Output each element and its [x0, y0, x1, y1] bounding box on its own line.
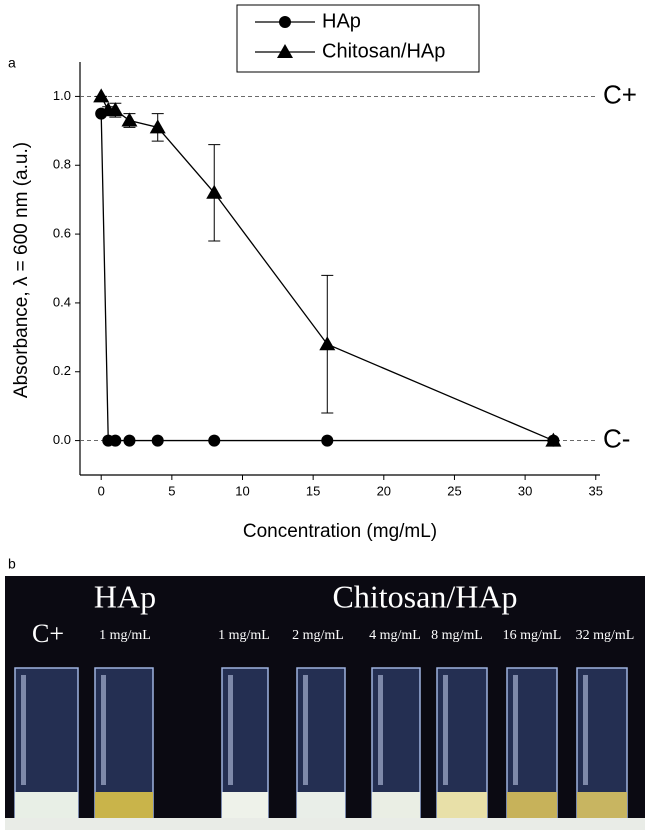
tube-label: 1 mg/mL [99, 628, 151, 643]
tube-label: 32 mg/mL [576, 628, 635, 643]
marker [149, 119, 166, 134]
marker [151, 434, 164, 447]
tube-highlight [21, 675, 26, 785]
legend-marker [279, 16, 291, 28]
marker [107, 102, 124, 117]
y-axis-title: Absorbance, λ = 600 nm (a.u.) [11, 142, 32, 398]
reference-label: C+ [603, 79, 637, 109]
marker [109, 434, 122, 447]
tube-liquid [577, 792, 627, 820]
x-axis-title: Concentration (mg/mL) [243, 521, 437, 542]
reference-label: C- [603, 423, 630, 453]
x-tick-label: 25 [447, 483, 461, 498]
tube-highlight [378, 675, 383, 785]
tube-liquid [297, 792, 345, 820]
y-tick-label: 0.2 [53, 363, 71, 378]
y-tick-label: 0.0 [53, 432, 71, 447]
x-tick-label: 35 [589, 483, 603, 498]
y-tick-label: 0.8 [53, 157, 71, 172]
y-tick-label: 0.4 [53, 294, 71, 309]
tube-highlight [303, 675, 308, 785]
tube-highlight [583, 675, 588, 785]
photo-title: HAp [94, 578, 156, 614]
legend-marker [277, 44, 293, 58]
x-tick-label: 5 [168, 483, 175, 498]
tube-highlight [228, 675, 233, 785]
tube-liquid [507, 792, 557, 820]
marker [206, 184, 223, 199]
tube-label: 1 mg/mL [218, 628, 270, 643]
tube-liquid [15, 792, 78, 820]
marker [208, 434, 221, 447]
tube-liquid [372, 792, 420, 820]
tube-label: 16 mg/mL [503, 628, 562, 643]
x-tick-label: 0 [98, 483, 105, 498]
tube-label: 2 mg/mL [292, 628, 344, 643]
marker [93, 88, 110, 103]
legend-label: HAp [322, 10, 361, 32]
panel-label: b [8, 556, 16, 572]
tube-highlight [513, 675, 518, 785]
tube-liquid [437, 792, 487, 820]
marker [121, 112, 138, 127]
marker [123, 434, 136, 447]
x-tick-label: 10 [235, 483, 249, 498]
panel-label: a [8, 55, 16, 71]
photo-title: Chitosan/HAp [333, 578, 518, 614]
tube-label: 8 mg/mL [431, 628, 483, 643]
legend-box [236, 4, 480, 73]
photo: HAp Chitosan/HAp C+ 1 mg/mL 1 mg/mL 2 mg/mL 4 … [5, 576, 645, 830]
tube-label: 4 mg/mL [369, 628, 421, 643]
y-tick-label: 0.6 [53, 226, 71, 241]
marker [319, 336, 336, 351]
x-tick-label: 20 [377, 483, 391, 498]
photo-floor [5, 818, 645, 830]
legend-label: Chitosan/HAp [322, 40, 445, 62]
x-tick-label: 30 [518, 483, 532, 498]
x-tick-label: 15 [306, 483, 320, 498]
y-tick-label: 1.0 [53, 88, 71, 103]
marker [545, 432, 562, 447]
marker [321, 434, 334, 447]
tube-label: C+ [32, 619, 64, 648]
tube-highlight [443, 675, 448, 785]
tube-liquid [222, 792, 268, 820]
tube-highlight [101, 675, 106, 785]
tube-liquid [95, 792, 153, 820]
